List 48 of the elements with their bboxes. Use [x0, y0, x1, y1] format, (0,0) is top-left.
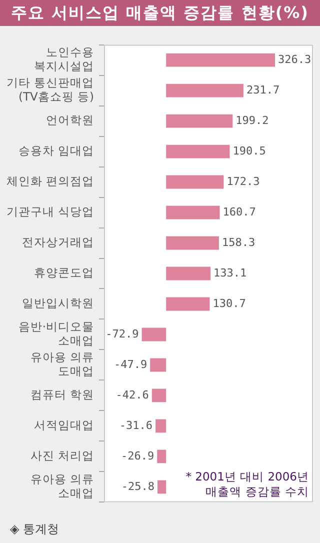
data-label: 158.3: [222, 236, 256, 249]
bar: [166, 297, 210, 311]
data-label: -26.9: [120, 449, 154, 462]
data-label: 199.2: [236, 114, 269, 127]
data-label: -31.6: [119, 418, 153, 432]
bar: [166, 206, 220, 220]
y-tick-label: 컴퓨터 학원: [30, 387, 94, 402]
data-label: -42.6: [116, 388, 149, 402]
bar: [157, 450, 166, 464]
y-tick-label: 노인수용 복지시설업: [34, 45, 94, 73]
y-tick-label: 전자상거래업: [22, 234, 94, 249]
data-label: 130.7: [212, 296, 246, 310]
bar: [166, 175, 224, 189]
y-tick-label: 사진 처리업: [30, 448, 94, 462]
data-label: 172.3: [226, 174, 260, 188]
bar: [166, 84, 244, 98]
bar: [150, 358, 166, 372]
data-label: -25.8: [121, 480, 154, 493]
y-tick-label: 휴양콘도업: [34, 265, 94, 280]
annotation: * 2001년 대비 2006년 매출액 증감률 수치: [186, 469, 309, 498]
bar: [166, 53, 276, 67]
bar: [166, 236, 219, 250]
bar: [142, 328, 166, 342]
bar: [156, 419, 166, 433]
data-label: -47.9: [114, 358, 148, 371]
y-tick-label: 일반입시학원: [22, 296, 94, 310]
data-label: 133.1: [214, 266, 247, 280]
y-tick-label: 음반·비디오물 소매업: [18, 320, 94, 348]
bar: [157, 480, 166, 494]
data-label: 231.7: [246, 83, 280, 96]
text: ◈ 통계청: [10, 521, 60, 538]
bar: [166, 114, 233, 128]
data-label: -72.9: [106, 327, 139, 340]
bar: [152, 388, 166, 402]
data-label: 190.5: [232, 144, 266, 158]
y-tick-label: 체인화 편의점업: [6, 174, 94, 188]
y-tick-label: 기관구내 식당업: [6, 204, 94, 218]
y-tick-label: 언어학원: [46, 113, 94, 128]
y-tick-label: 기타 통신판매업 (TV홈쇼핑 등): [6, 76, 94, 104]
y-tick-label: 유아용 의류 도매업: [30, 350, 94, 378]
bar: [166, 144, 230, 158]
bar: [166, 266, 211, 280]
data-label: 326.3: [278, 52, 312, 66]
data-label: 160.7: [222, 205, 256, 218]
y-tick-label: 승용차 임대업: [18, 144, 94, 158]
y-tick-label: 서적임대업: [34, 418, 94, 432]
y-tick-label: 유아용 의류 소매업: [30, 472, 94, 500]
chart-title: 주요 서비스업 매출액 증감률 현황(%): [0, 0, 320, 26]
